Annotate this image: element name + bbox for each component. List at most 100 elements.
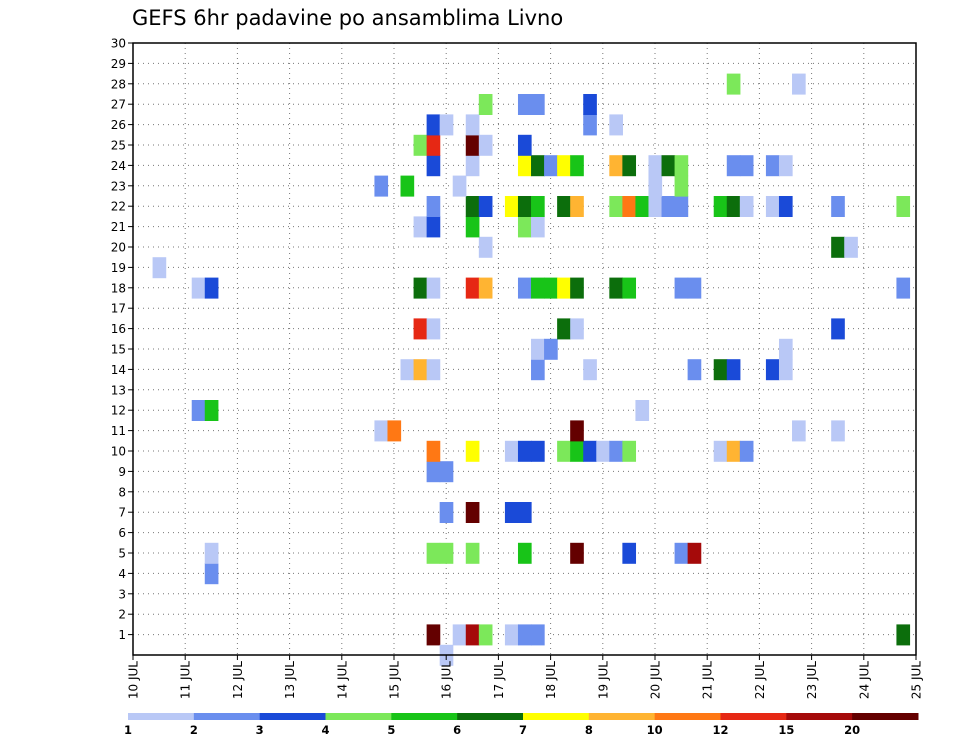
heatmap-cell [765, 155, 780, 177]
heatmap-cell [504, 440, 519, 462]
heatmap-cell [674, 277, 689, 299]
heatmap-cell [413, 134, 428, 156]
heatmap-cell [465, 542, 480, 564]
colorbar-label: 12 [712, 723, 728, 737]
heatmap-cell [778, 338, 793, 360]
colorbar-swatch [128, 713, 195, 720]
heatmap-cell [557, 196, 571, 217]
y-tick-label: 18 [111, 281, 126, 295]
heatmap-cell [531, 624, 545, 646]
heatmap-cell [844, 236, 858, 258]
heatmap-cell [465, 134, 480, 156]
heatmap-cell [583, 94, 597, 115]
heatmap-cell [426, 216, 441, 238]
heatmap-cell [531, 277, 545, 299]
heatmap-cell [465, 440, 480, 462]
heatmap-cell [517, 94, 532, 115]
colorbar-label: 4 [321, 723, 329, 737]
heatmap-cell [609, 196, 623, 217]
y-tick-label: 10 [111, 445, 126, 459]
x-tick-label: 11 JUL [179, 661, 193, 699]
heatmap-cell [635, 400, 650, 421]
heatmap-cell [204, 542, 219, 564]
x-tick-label: 19 JUL [596, 661, 610, 699]
heatmap-cell [792, 73, 806, 95]
heatmap-cell [478, 277, 493, 299]
heatmap-cell [517, 216, 532, 238]
heatmap-cell [478, 196, 493, 217]
x-tick-label: 16 JUL [440, 661, 454, 699]
heatmap-cell [726, 73, 741, 95]
y-tick-label: 14 [111, 363, 126, 377]
y-tick-label: 12 [111, 404, 126, 418]
heatmap-cell [465, 216, 480, 238]
heatmap-cell [517, 277, 532, 299]
heatmap-cell [517, 624, 532, 646]
colorbar-swatch [259, 713, 326, 720]
y-tick-label: 19 [111, 261, 126, 275]
heatmap-cell [531, 338, 545, 360]
heatmap-cell [557, 318, 571, 340]
heatmap-cell [557, 277, 571, 299]
heatmap-cell [191, 400, 206, 421]
heatmap-cell [674, 542, 689, 564]
heatmap-cell [622, 440, 637, 462]
x-tick-label: 17 JUL [492, 661, 506, 699]
heatmap-cell [413, 359, 428, 381]
heatmap-cell [413, 216, 428, 238]
heatmap-cell [896, 196, 911, 217]
heatmap-cell [465, 502, 480, 523]
heatmap-cell [465, 196, 480, 217]
y-tick-label: 13 [111, 383, 126, 397]
heatmap-cell [426, 134, 441, 156]
colorbar-label: 1 [124, 723, 132, 737]
colorbar-swatch [852, 713, 919, 720]
y-tick-label: 2 [118, 608, 126, 622]
heatmap-cell [439, 461, 454, 483]
heatmap-cell [687, 277, 702, 299]
y-tick-label: 8 [118, 485, 126, 499]
heatmap-cell [544, 338, 558, 360]
heatmap-cell [452, 624, 467, 646]
heatmap-cell [426, 542, 441, 564]
heatmap-cell [426, 196, 441, 217]
y-tick-label: 6 [118, 526, 126, 540]
y-tick-label: 17 [111, 302, 126, 316]
heatmap-cell [426, 155, 441, 177]
heatmap-cell [439, 114, 454, 136]
heatmap-cell [661, 155, 676, 177]
heatmap-cell [504, 624, 519, 646]
heatmap-cell [531, 216, 545, 238]
heatmap-cell [152, 257, 167, 279]
colorbar-label: 8 [585, 723, 593, 737]
heatmap-cell [765, 359, 780, 381]
x-tick-label: 21 JUL [701, 661, 715, 699]
heatmap-cell [531, 440, 545, 462]
heatmap-cell [570, 542, 584, 564]
heatmap-cell [674, 175, 689, 197]
heatmap-cell [204, 400, 219, 421]
heatmap-cell [896, 624, 911, 646]
heatmap-cell [635, 196, 650, 217]
y-tick-label: 9 [118, 465, 126, 479]
heatmap-cell [713, 359, 728, 381]
x-tick-label: 12 JUL [231, 661, 245, 699]
heatmap-cell [465, 114, 480, 136]
heatmap-cell [531, 94, 545, 115]
heatmap-cell [674, 155, 689, 177]
heatmap-cell [609, 155, 623, 177]
heatmap-cell [687, 359, 702, 381]
x-tick-label: 13 JUL [283, 661, 297, 699]
y-tick-label: 23 [111, 179, 126, 193]
heatmap-cell [896, 277, 911, 299]
heatmap-cell [400, 175, 415, 197]
y-tick-label: 27 [111, 98, 126, 112]
y-tick-label: 21 [111, 220, 126, 234]
y-tick-label: 29 [111, 57, 126, 71]
y-tick-label: 20 [111, 241, 126, 255]
colorbar-label: 10 [647, 723, 663, 737]
y-axis: 1234567891011121314151617181920212223242… [111, 37, 133, 642]
heatmap-cell [622, 277, 637, 299]
x-tick-label: 20 JUL [649, 661, 663, 699]
colorbar-swatch [325, 713, 392, 720]
